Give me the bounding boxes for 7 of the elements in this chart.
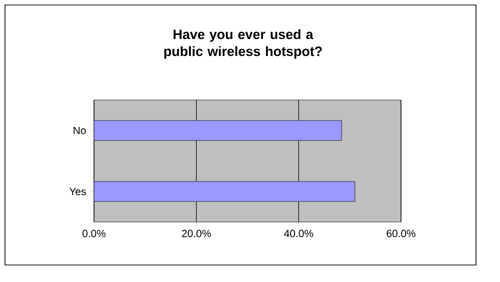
x-tick-label: 60.0%	[386, 230, 416, 238]
x-tick-label: 40.0%	[284, 230, 314, 238]
y-tick-label: Yes	[69, 188, 86, 196]
chart-title: Have you ever used a public wireless hotspot?	[164, 29, 322, 59]
y-tick-label: No	[74, 126, 86, 134]
x-tick-label: 0.0%	[82, 230, 106, 238]
x-tick-label: 20.0%	[182, 230, 211, 238]
